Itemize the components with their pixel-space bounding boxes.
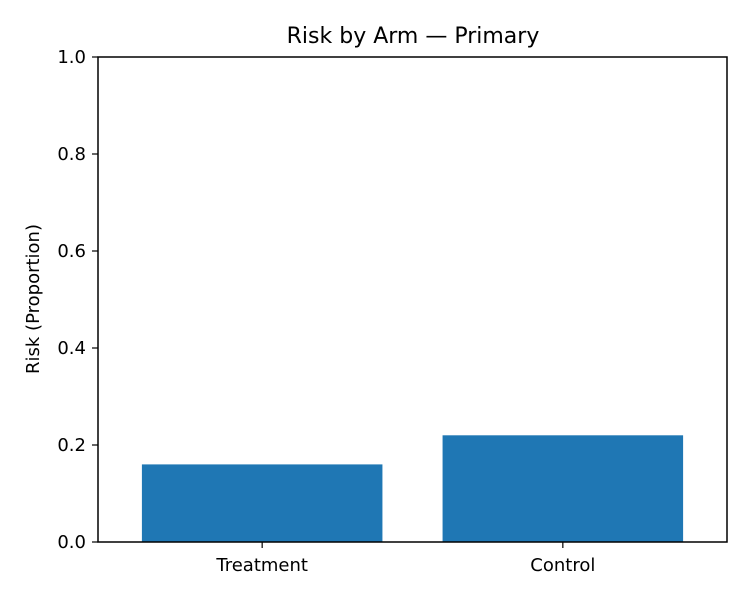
y-tick-label: 1.0 [57,47,86,68]
x-tick-label: Treatment [215,555,308,576]
y-tick-label: 0.8 [57,144,86,165]
chart-title: Risk by Arm — Primary [287,24,540,49]
x-axis-ticks: Treatment Control [215,542,595,576]
plot-frame [97,56,728,543]
bar-control [442,435,684,542]
y-tick-label: 0.0 [57,532,86,553]
y-tick-label: 0.4 [57,338,86,359]
y-axis-label: Risk (Proportion) [23,224,44,374]
y-tick-label: 0.6 [57,241,86,262]
bar-treatment [141,464,383,542]
bars-group [141,435,684,542]
x-tick-label: Control [530,555,595,576]
y-tick-label: 0.2 [57,435,86,456]
y-axis-ticks: 0.0 0.2 0.4 0.6 0.8 1.0 [57,47,98,553]
